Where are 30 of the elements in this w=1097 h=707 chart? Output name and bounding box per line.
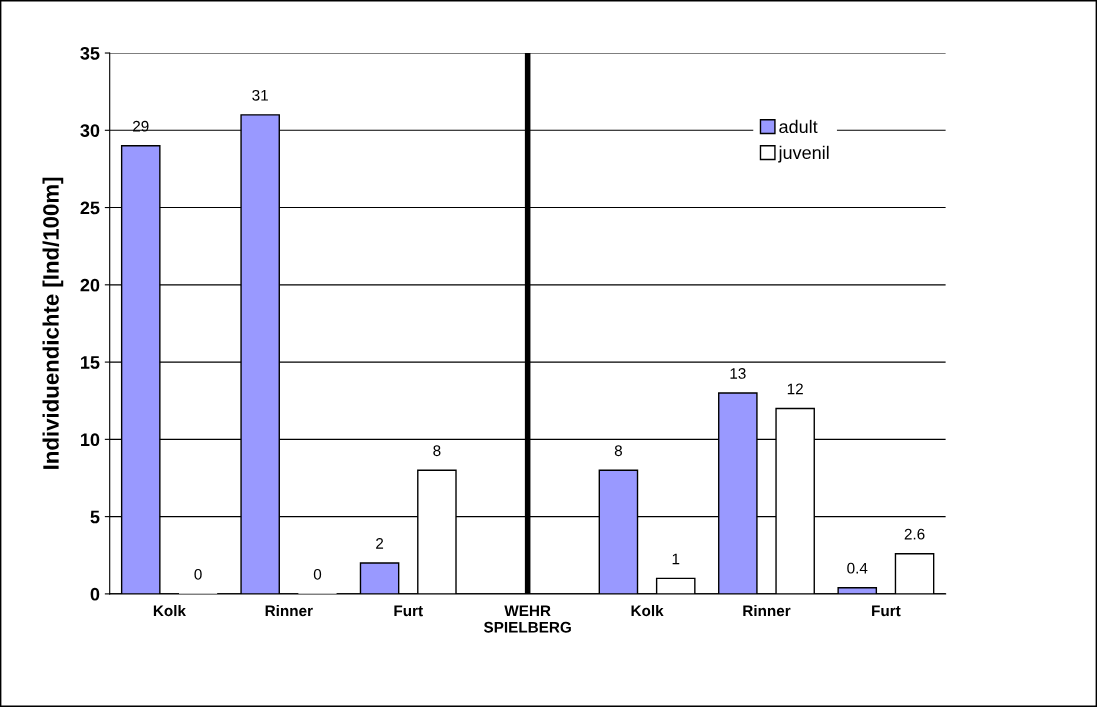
- y-tick-label: 30: [80, 124, 100, 138]
- legend-label: juvenil: [778, 145, 829, 163]
- data-label: 2: [376, 538, 384, 549]
- data-label: 31: [252, 89, 268, 101]
- y-tick-label: 25: [80, 201, 100, 215]
- x-tick-label: Furt: [394, 605, 423, 617]
- y-tick-label: 10: [81, 433, 100, 447]
- data-label: 12: [787, 383, 803, 395]
- data-label: 8: [433, 445, 441, 457]
- data-label: 0: [313, 568, 322, 580]
- x-tick-label: Rinner: [265, 604, 313, 617]
- x-tick-label: WEHR SPIELBERG: [483, 605, 571, 633]
- y-tick-label: 15: [81, 356, 100, 369]
- x-tick-label: Furt: [872, 605, 901, 617]
- x-tick-label: Rinner: [743, 604, 791, 617]
- data-label: 0: [194, 568, 202, 580]
- data-label: 2.6: [904, 528, 925, 540]
- y-axis-title: Individuendichte [Ind/100m]: [42, 177, 64, 469]
- x-tick-label: Kolk: [153, 604, 186, 617]
- data-label: 1: [672, 553, 680, 565]
- data-label: 29: [133, 120, 149, 132]
- y-tick-label: 35: [80, 46, 100, 60]
- y-tick-label: 0: [90, 587, 100, 601]
- x-tick-label: Kolk: [631, 604, 664, 617]
- data-label: 13: [730, 368, 746, 379]
- data-label: 8: [614, 445, 622, 457]
- data-label: 0.4: [847, 562, 868, 574]
- legend-label: adult: [779, 119, 818, 134]
- y-tick-label: 5: [90, 510, 100, 524]
- y-tick-label: 20: [80, 278, 100, 292]
